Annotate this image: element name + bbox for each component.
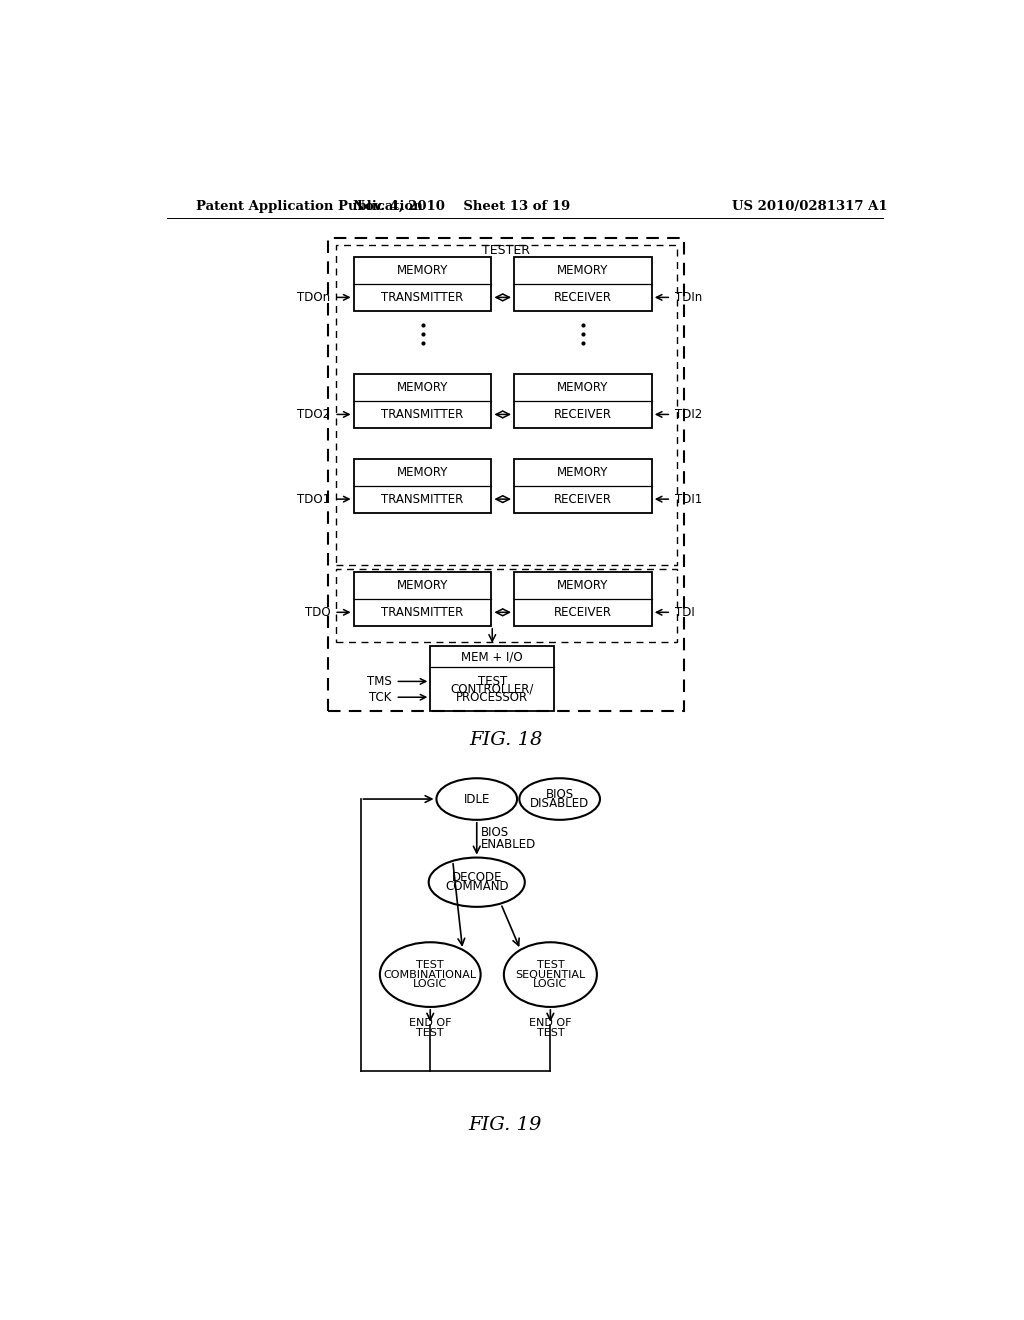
Text: TRANSMITTER: TRANSMITTER <box>381 606 464 619</box>
Bar <box>328 238 684 711</box>
Text: TESTER: TESTER <box>482 244 530 257</box>
Text: BIOS: BIOS <box>480 826 509 840</box>
Text: SEQUENTIAL: SEQUENTIAL <box>515 970 586 979</box>
Text: LOGIC: LOGIC <box>534 979 567 989</box>
Text: TDO: TDO <box>305 606 331 619</box>
Text: TDI1: TDI1 <box>675 492 702 506</box>
Bar <box>353 374 492 428</box>
Text: FIG. 18: FIG. 18 <box>470 731 543 748</box>
Bar <box>514 257 652 312</box>
Text: MEMORY: MEMORY <box>397 466 449 479</box>
Text: TRANSMITTER: TRANSMITTER <box>381 492 464 506</box>
Text: RECEIVER: RECEIVER <box>554 408 612 421</box>
Text: MEMORY: MEMORY <box>557 466 608 479</box>
Text: MEMORY: MEMORY <box>397 264 449 277</box>
Text: COMMAND: COMMAND <box>445 880 509 894</box>
Text: RECEIVER: RECEIVER <box>554 492 612 506</box>
Text: TEST: TEST <box>537 961 564 970</box>
Text: Patent Application Publication: Patent Application Publication <box>197 199 423 213</box>
Text: RECEIVER: RECEIVER <box>554 606 612 619</box>
Text: TDO1: TDO1 <box>297 492 331 506</box>
Text: CONTROLLER/: CONTROLLER/ <box>451 682 534 696</box>
Text: Nov. 4, 2010    Sheet 13 of 19: Nov. 4, 2010 Sheet 13 of 19 <box>352 199 570 213</box>
Text: BIOS: BIOS <box>546 788 573 801</box>
Text: END OF: END OF <box>409 1019 452 1028</box>
Text: MEMORY: MEMORY <box>557 579 608 591</box>
Text: MEM + I/O: MEM + I/O <box>462 649 523 663</box>
Text: IDLE: IDLE <box>464 792 489 805</box>
Text: TDIn: TDIn <box>675 290 702 304</box>
Bar <box>514 374 652 428</box>
Text: TDI2: TDI2 <box>675 408 702 421</box>
Text: COMBINATIONAL: COMBINATIONAL <box>384 970 477 979</box>
Text: TDOn: TDOn <box>297 290 331 304</box>
Text: LOGIC: LOGIC <box>413 979 447 989</box>
Text: TRANSMITTER: TRANSMITTER <box>381 408 464 421</box>
Text: MEMORY: MEMORY <box>557 264 608 277</box>
Bar <box>430 645 554 711</box>
Text: US 2010/0281317 A1: US 2010/0281317 A1 <box>732 199 888 213</box>
Text: DISABLED: DISABLED <box>530 797 589 810</box>
Bar <box>336 569 677 642</box>
Text: ENABLED: ENABLED <box>480 838 536 850</box>
Text: TEST: TEST <box>417 1028 444 1038</box>
Text: FIG. 19: FIG. 19 <box>469 1115 542 1134</box>
Text: TMS: TMS <box>367 675 391 688</box>
Text: TEST: TEST <box>477 675 507 688</box>
Bar <box>353 257 492 312</box>
Text: RECEIVER: RECEIVER <box>554 290 612 304</box>
Text: MEMORY: MEMORY <box>557 381 608 393</box>
Text: END OF: END OF <box>529 1019 571 1028</box>
Bar <box>514 459 652 512</box>
Text: PROCESSOR: PROCESSOR <box>456 690 528 704</box>
Bar <box>353 572 492 626</box>
Text: TCK: TCK <box>369 690 391 704</box>
Text: TDI: TDI <box>675 606 695 619</box>
Text: DECODE: DECODE <box>452 871 502 884</box>
Text: MEMORY: MEMORY <box>397 381 449 393</box>
Bar <box>514 572 652 626</box>
Text: TRANSMITTER: TRANSMITTER <box>381 290 464 304</box>
Bar <box>336 246 677 565</box>
Text: TEST: TEST <box>417 961 444 970</box>
Text: TDO2: TDO2 <box>297 408 331 421</box>
Bar <box>353 459 492 512</box>
Text: MEMORY: MEMORY <box>397 579 449 591</box>
Text: TEST: TEST <box>537 1028 564 1038</box>
